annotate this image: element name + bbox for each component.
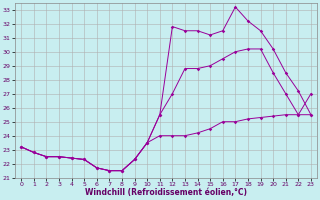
X-axis label: Windchill (Refroidissement éolien,°C): Windchill (Refroidissement éolien,°C) <box>85 188 247 197</box>
